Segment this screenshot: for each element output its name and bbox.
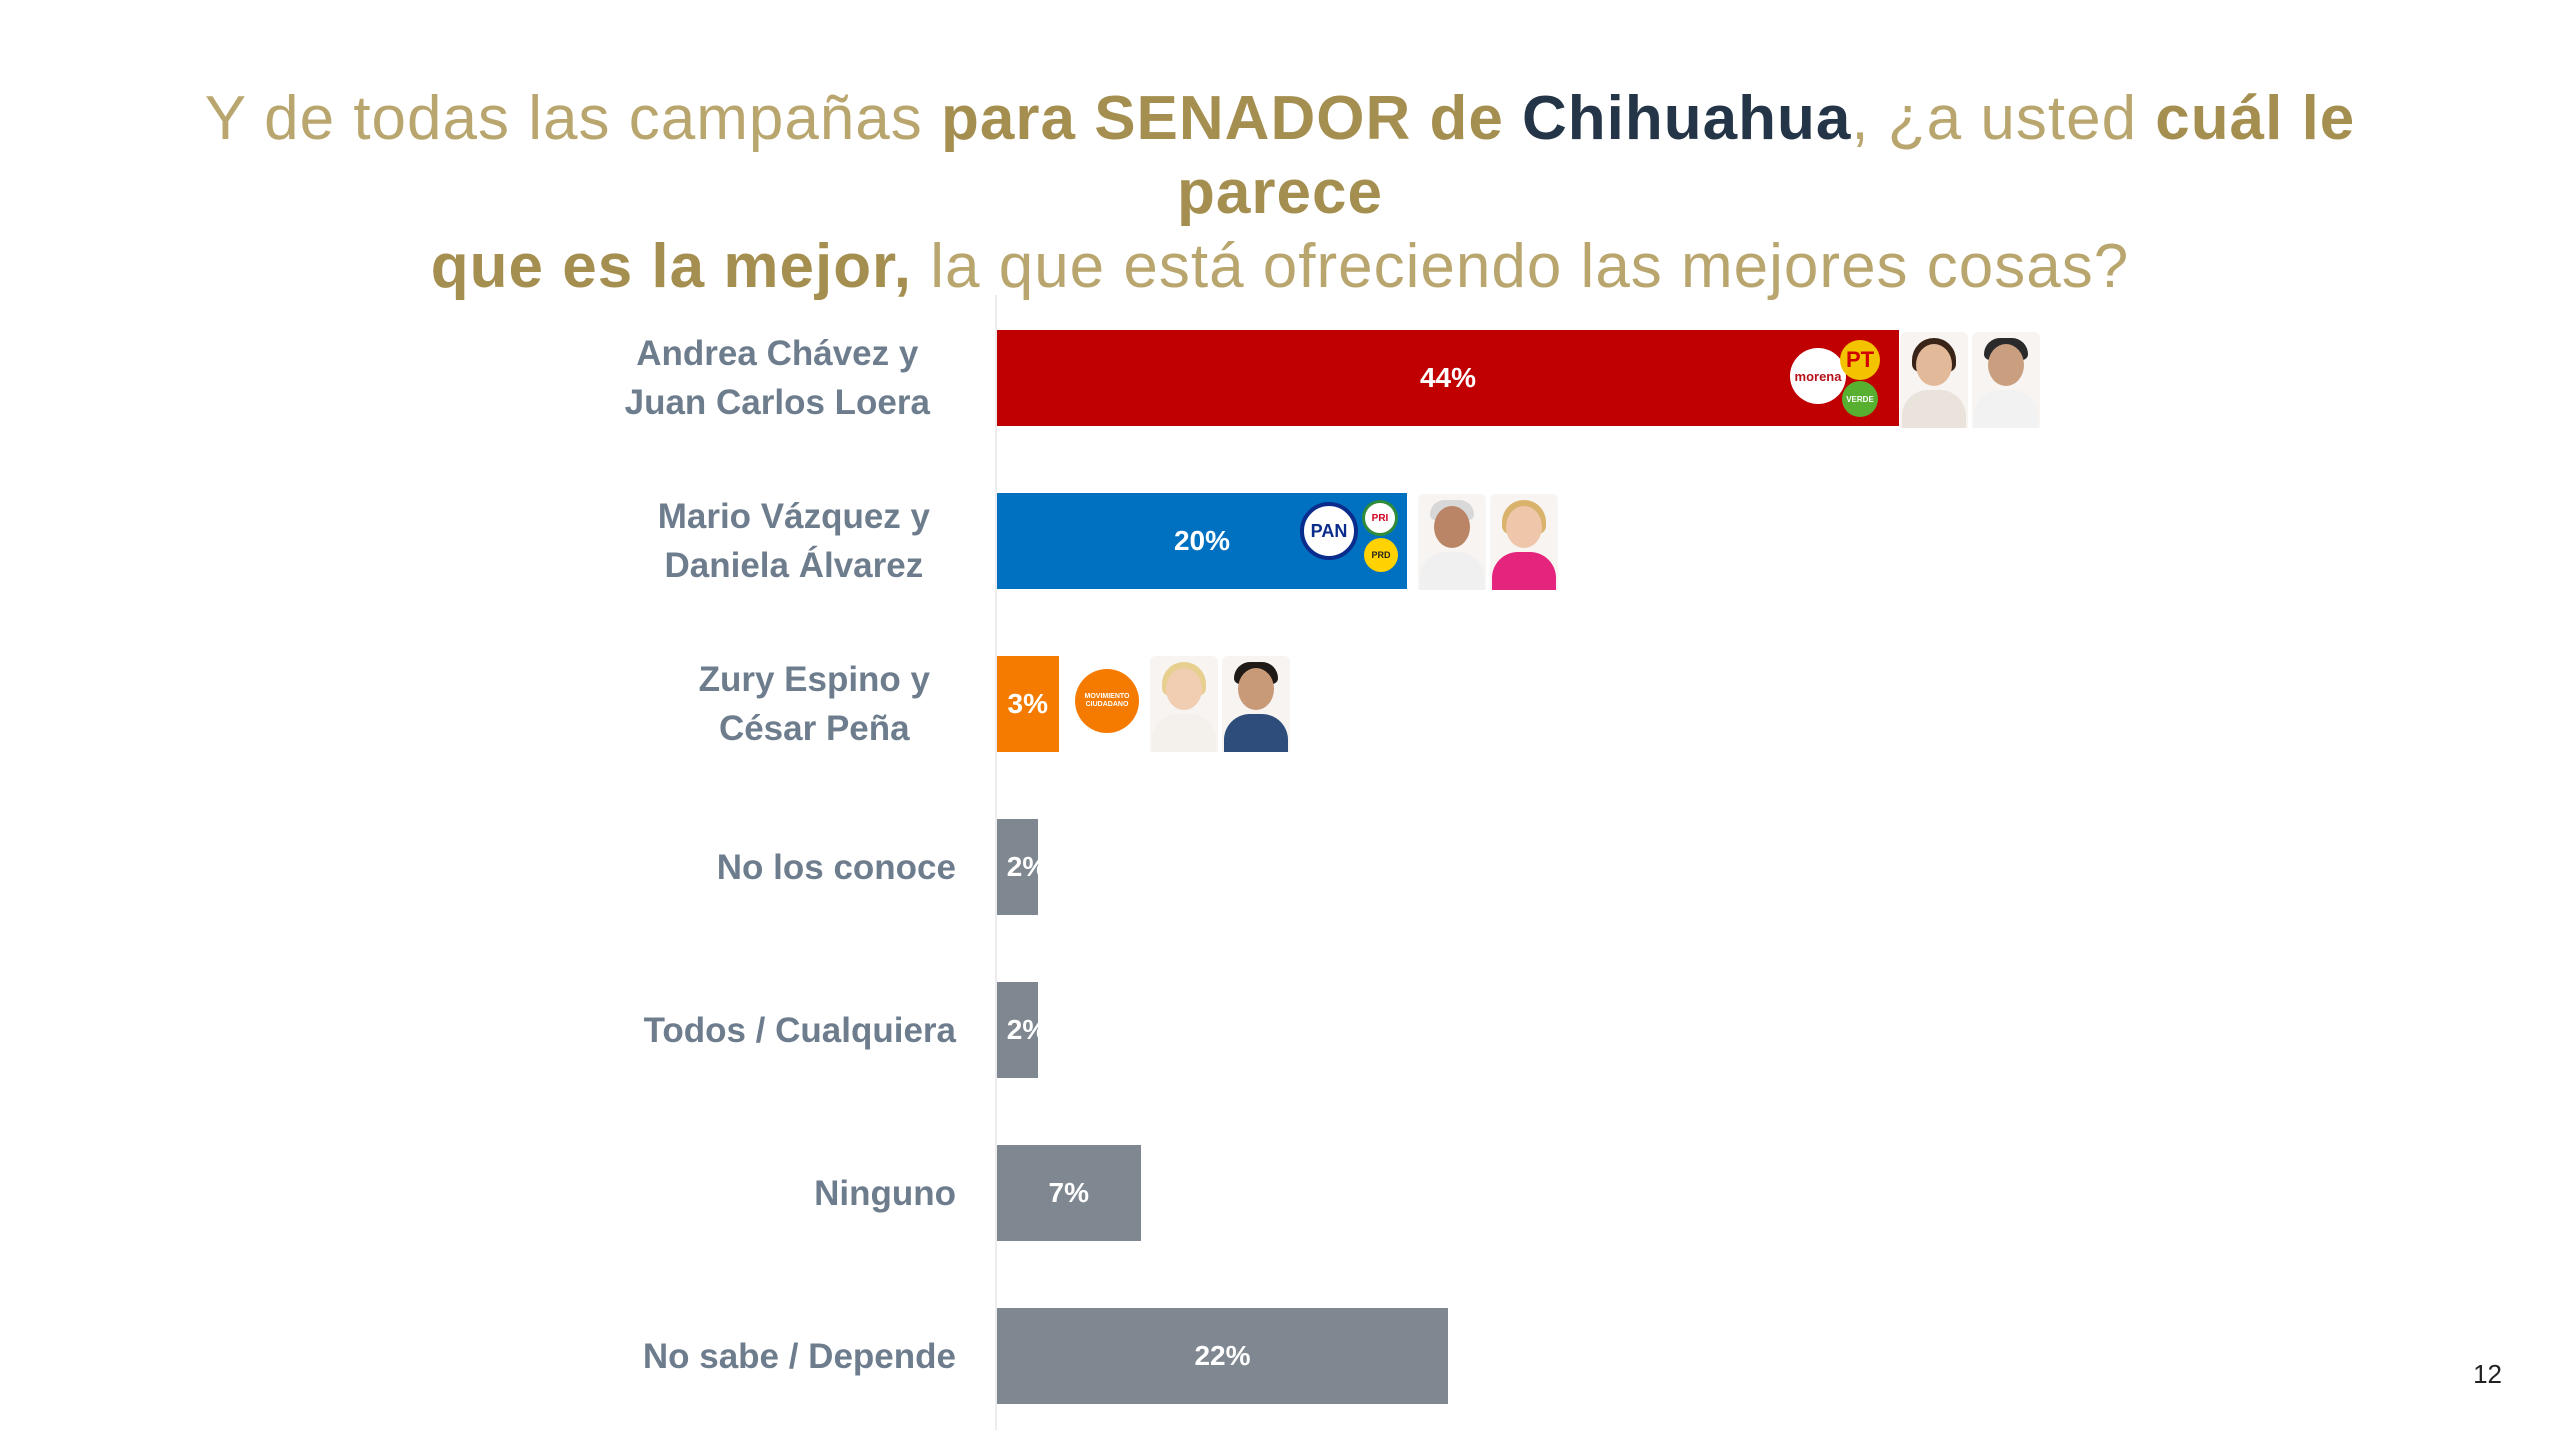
bar-value-label-4: 2% (1006, 1014, 1048, 1045)
category-label-line: No los conoce (716, 847, 956, 887)
category-axis-line (995, 295, 997, 1430)
bar-value-label-3: 2% (1006, 851, 1048, 882)
title-part-4: , ¿a usted (1851, 84, 2156, 153)
bar-6 (997, 1308, 1448, 1404)
bar-2 (997, 656, 1059, 752)
candidate-photo-zury (1150, 656, 1218, 752)
title-part-7: la que está ofreciendo las mejores cosas… (912, 232, 2130, 301)
category-label-line: Mario Vázquez y (657, 497, 930, 536)
candidate-photo-juan-carlos (1972, 332, 2040, 428)
bar-value-label-0: 44% (1419, 362, 1477, 393)
bar-0 (997, 330, 1899, 426)
category-label-line: Juan Carlos Loera (624, 383, 930, 422)
title-part-5: cuál le parece (1177, 84, 2356, 227)
bar-value-label-1: 20% (1173, 525, 1231, 556)
morena-logo-icon: morena (1790, 348, 1846, 404)
category-label-6: No sabe / Depende (643, 1332, 956, 1381)
title-part-1: Y de todas las campañas (204, 84, 941, 153)
candidate-photo-mario (1418, 494, 1486, 590)
pan-logo-icon: PAN (1300, 502, 1358, 560)
bar-value-label-6: 22% (1194, 1340, 1251, 1371)
category-label-line: Zury Espino y (698, 660, 930, 699)
bar-3 (997, 819, 1038, 915)
category-label-5: Ninguno (814, 1169, 956, 1218)
category-label-2: Zury Espino y César Peña (699, 655, 930, 753)
candidate-photo-cesar (1222, 656, 1290, 752)
bar-value-label-5: 7% (1048, 1177, 1089, 1208)
page-number: 12 (2473, 1359, 2502, 1389)
prd-logo-icon: PRD (1364, 538, 1398, 572)
title-part-2: para SENADOR de (941, 84, 1523, 153)
movimiento-ciudadano-logo-icon: MOVIMIENTO CIUDADANO (1075, 669, 1139, 733)
category-label-line: Daniela Álvarez (664, 546, 924, 585)
chart-title: Y de todas las campañas para SENADOR de … (140, 82, 2420, 304)
category-label-0: Andrea Chávez y Juan Carlos Loera (625, 329, 930, 427)
category-label-line: Andrea Chávez y (636, 334, 919, 373)
verde-logo-icon: VERDE (1842, 381, 1878, 417)
candidate-photo-andrea (1900, 332, 1968, 428)
bar-5 (997, 1145, 1141, 1241)
title-part-6: que es la mejor, (430, 232, 912, 301)
category-label-line: No sabe / Depende (642, 1336, 956, 1376)
category-label-line: Todos / Cualquiera (643, 1010, 956, 1050)
category-label-4: Todos / Cualquiera (644, 1006, 956, 1055)
category-label-line: Ninguno (814, 1173, 956, 1213)
pri-logo-icon: PRI (1362, 500, 1398, 536)
title-part-3: Chihuahua (1522, 84, 1852, 153)
bar-4 (997, 982, 1038, 1078)
bar-value-label-2: 3% (1007, 688, 1048, 719)
candidate-photo-daniela (1490, 494, 1558, 590)
pt-logo-icon: PT (1840, 340, 1880, 380)
category-label-3: No los conoce (717, 843, 956, 892)
category-label-1: Mario Vázquez y Daniela Álvarez (658, 492, 930, 590)
category-label-line: César Peña (718, 709, 910, 748)
